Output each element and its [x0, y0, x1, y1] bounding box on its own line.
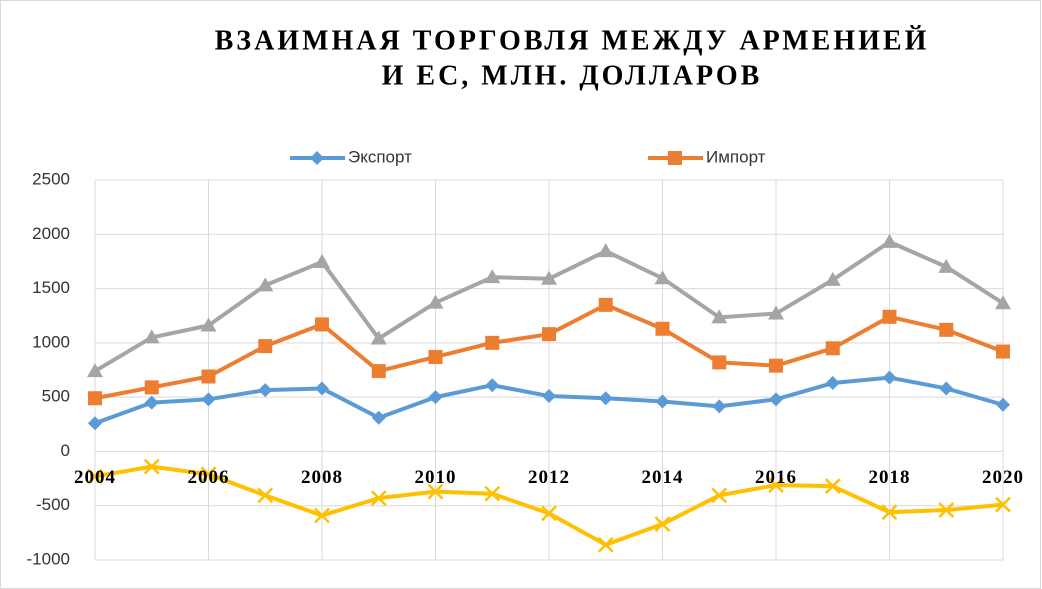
point — [995, 496, 1011, 513]
point — [597, 536, 614, 553]
point — [541, 505, 557, 522]
point — [654, 516, 671, 533]
point — [258, 339, 273, 354]
point — [542, 327, 556, 342]
point — [881, 233, 898, 248]
point — [995, 295, 1011, 310]
y-tick-label: -1000 — [27, 549, 70, 568]
point — [428, 349, 443, 364]
x-tick-label: 2018 — [869, 467, 911, 488]
y-tick-label: 1000 — [32, 332, 70, 351]
y-tick-label: 2000 — [32, 224, 70, 243]
point — [88, 416, 102, 431]
point — [144, 380, 159, 395]
point — [711, 309, 728, 324]
point — [484, 269, 501, 284]
point — [371, 364, 386, 379]
point — [938, 502, 955, 518]
x-tick-label: 2016 — [755, 467, 797, 488]
point — [825, 376, 840, 391]
point — [769, 358, 783, 373]
point — [258, 383, 273, 398]
x-tick-label: 2010 — [415, 467, 457, 488]
point — [87, 363, 103, 378]
point — [371, 410, 386, 425]
point — [655, 394, 670, 409]
x-tick-label: 2014 — [642, 467, 684, 488]
point — [484, 485, 501, 502]
point — [769, 392, 783, 407]
legend-label: Импорт — [706, 147, 766, 166]
point — [824, 271, 841, 286]
point — [712, 399, 727, 414]
series — [88, 370, 1010, 431]
series — [87, 458, 1011, 553]
point — [939, 322, 954, 337]
point — [370, 330, 387, 345]
series — [88, 297, 1010, 406]
point — [315, 381, 329, 396]
point — [825, 341, 840, 356]
point — [824, 478, 841, 495]
point — [881, 504, 898, 521]
y-tick-label: 2500 — [32, 169, 70, 188]
point — [428, 390, 443, 405]
chart-title: И ЕС, МЛН. ДОЛЛАРОВ — [382, 60, 763, 91]
point — [712, 355, 727, 370]
point — [541, 270, 557, 285]
chart-title: ВЗАИМНАЯ ТОРГОВЛЯ МЕЖДУ АРМЕНИЕЙ — [215, 25, 930, 56]
point — [996, 397, 1010, 412]
series — [87, 233, 1011, 378]
legend-marker — [310, 151, 324, 165]
point — [87, 468, 103, 485]
point — [938, 258, 955, 273]
y-tick-label: -500 — [36, 495, 70, 514]
point — [201, 369, 216, 384]
point — [882, 370, 897, 385]
point — [939, 381, 954, 396]
point — [200, 317, 217, 332]
point — [370, 490, 387, 506]
point — [655, 321, 670, 336]
y-tick-label: 1500 — [32, 278, 70, 297]
point — [598, 297, 613, 312]
point — [485, 378, 500, 393]
point — [597, 243, 614, 258]
point — [542, 389, 556, 404]
point — [143, 458, 160, 475]
x-tick-label: 2020 — [982, 467, 1024, 488]
point — [882, 309, 897, 324]
legend-marker — [668, 151, 682, 165]
x-tick-label: 2008 — [301, 467, 343, 488]
point — [711, 487, 728, 504]
point — [654, 270, 671, 285]
point — [427, 483, 444, 500]
legend-label: Экспорт — [348, 147, 412, 166]
point — [88, 391, 102, 406]
y-tick-label: 0 — [61, 441, 70, 460]
point — [768, 477, 784, 493]
x-tick-label: 2004 — [74, 467, 116, 488]
point — [996, 344, 1010, 359]
x-tick-label: 2012 — [528, 467, 570, 488]
x-tick-label: 2006 — [188, 467, 230, 488]
point — [201, 392, 216, 407]
point — [485, 335, 500, 350]
point — [314, 253, 330, 268]
point — [144, 395, 159, 410]
point — [315, 317, 329, 332]
point — [200, 466, 217, 483]
point — [257, 487, 274, 504]
y-tick-label: 500 — [42, 387, 70, 406]
point — [257, 277, 274, 292]
point — [768, 305, 784, 320]
point — [314, 507, 330, 524]
point — [427, 294, 444, 309]
point — [598, 391, 613, 406]
point — [143, 329, 160, 344]
